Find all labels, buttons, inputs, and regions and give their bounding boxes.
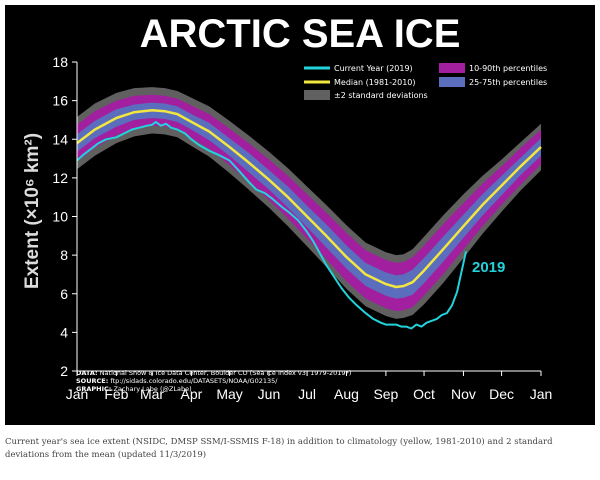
legend-p1090-swatch — [439, 63, 465, 73]
x-tick-label: Dec — [489, 386, 514, 402]
legend-p2575-label: 25-75th percentiles — [469, 78, 547, 87]
source-url-text: ftp://sidads.colorado.edu/DATASETS/NOAA/… — [110, 377, 278, 385]
current-year-line — [76, 120, 467, 330]
legend-p2575-swatch — [439, 77, 465, 87]
legend-std-swatch — [304, 90, 330, 100]
legend-std-label: ±2 standard deviations — [334, 91, 428, 100]
y-tick-label: 8 — [60, 247, 68, 263]
figure-caption: Current year's sea ice extent (NSIDC, DM… — [5, 437, 553, 460]
y-tick-label: 12 — [52, 170, 68, 186]
y-axis: 2 4 6 8 10 12 14 16 18 — [52, 54, 78, 379]
legend: Current Year (2019) Median (1981-2010) ±… — [304, 63, 547, 100]
x-tick-label: Mar — [140, 386, 164, 402]
y-tick-label: 6 — [60, 286, 68, 302]
svg-text:SOURCE: ftp://sidads.colorado.: SOURCE: ftp://sidads.colorado.edu/DATASE… — [76, 377, 278, 385]
x-tick-label: Jan — [530, 386, 553, 402]
graphic-label: GRAPHIC: — [76, 385, 111, 393]
x-axis: Jan Feb Mar Apr May Jun Jul Aug Sep Oct Nov Dec Jan — [66, 370, 553, 402]
source-label: SOURCE: — [76, 377, 108, 385]
graphic-credit-text: Zachary Labe (@ZLabe) — [113, 385, 191, 393]
x-tick-label: Nov — [451, 386, 476, 402]
y-axis-label: Extent (×10⁶ km²) — [22, 133, 43, 289]
median-line — [76, 109, 542, 289]
y-tick-label: 4 — [60, 324, 68, 340]
x-tick-label: Oct — [413, 386, 435, 402]
x-tick-label: Jul — [298, 386, 316, 402]
x-tick-label: Feb — [104, 386, 128, 402]
x-tick-label: Jan — [66, 386, 89, 402]
legend-median-label: Median (1981-2010) — [334, 78, 416, 87]
x-tick-label: Sep — [373, 386, 398, 402]
data-source-label: DATA: — [76, 369, 98, 377]
y-tick-label: 16 — [52, 93, 68, 109]
y-tick-label: 14 — [52, 131, 68, 147]
x-tick-label: Apr — [181, 386, 203, 402]
x-tick-label: May — [216, 386, 242, 402]
y-tick-label: 10 — [52, 209, 68, 225]
current-year-label: 2019 — [472, 259, 505, 276]
x-tick-label: Aug — [334, 386, 359, 402]
chart-figure: ARCTIC SEA ICE Extent (×10⁶ km²) Current… — [5, 5, 595, 425]
p25-75-band — [77, 102, 541, 299]
y-tick-label: 2 — [60, 363, 68, 379]
plot-area — [76, 87, 542, 330]
sea-ice-chart: ARCTIC SEA ICE Extent (×10⁶ km²) Current… — [5, 5, 595, 425]
x-tick-label: Jun — [258, 386, 281, 402]
legend-current-label: Current Year (2019) — [334, 64, 413, 73]
svg-text:GRAPHIC: Zachary Labe (@ZLabe): GRAPHIC: Zachary Labe (@ZLabe) — [76, 385, 192, 393]
y-tick-label: 18 — [52, 54, 68, 70]
data-source-text: National Snow & Ice Data Center, Boulder… — [100, 369, 352, 377]
chart-title: ARCTIC SEA ICE — [140, 12, 461, 56]
svg-text:DATA: National Snow & Ice Data: DATA: National Snow & Ice Data Center, B… — [76, 369, 351, 377]
source-block: DATA: National Snow & Ice Data Center, B… — [76, 369, 351, 393]
legend-p1090-label: 10-90th percentiles — [469, 64, 547, 73]
